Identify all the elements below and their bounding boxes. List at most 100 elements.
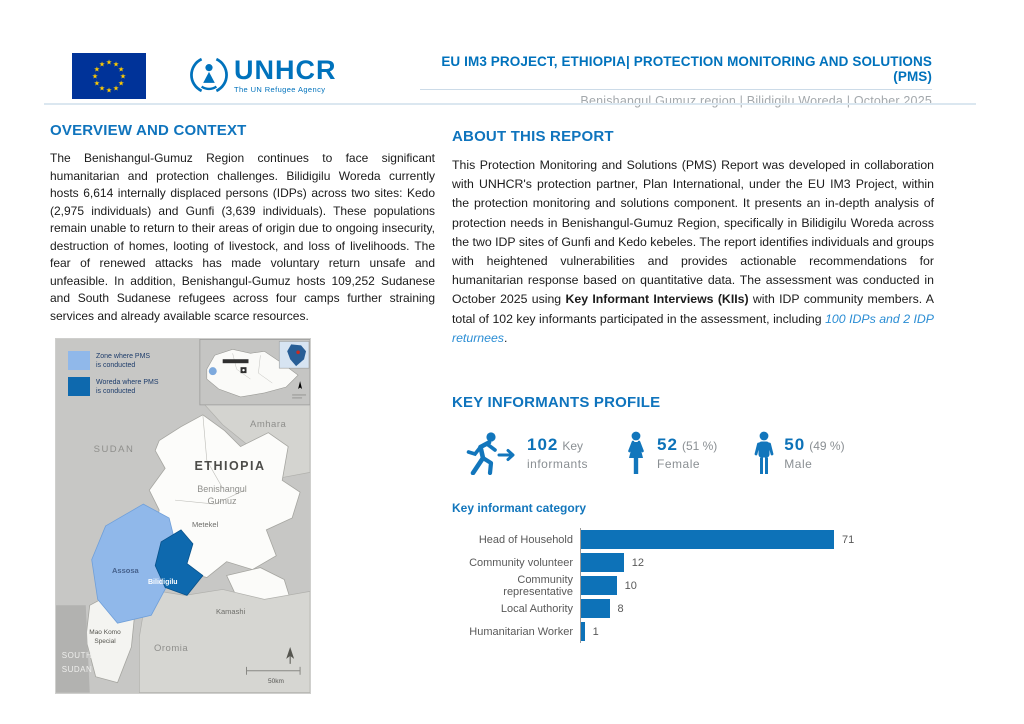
document-title: EU IM3 PROJECT, ETHIOPIA| PROTECTION MON… bbox=[441, 54, 932, 84]
map-label-sudan: SUDAN bbox=[93, 444, 135, 455]
stat-suffix: (51 %) bbox=[681, 439, 718, 454]
informant-stats: 102 Key informants 52 (51 %) Female bbox=[466, 431, 934, 476]
map-label-ethiopia: ETHIOPIA bbox=[194, 459, 266, 473]
map-label-oromia: Oromia bbox=[154, 643, 189, 654]
stat-suffix: Key bbox=[562, 439, 584, 454]
map-label-bilidigilu: Bilidigilu bbox=[148, 579, 178, 586]
stat-label: informants bbox=[527, 457, 589, 472]
bar-value: 12 bbox=[631, 556, 644, 569]
bar-chart: Head of Household 71 Community volunteer 12… bbox=[452, 528, 934, 644]
map-scale-label: 50km bbox=[268, 678, 284, 685]
zone-legend-label: Zone where PMS is conducted bbox=[96, 353, 151, 369]
woreda-color-swatch bbox=[68, 377, 90, 396]
bar-category-label: Community representative bbox=[503, 573, 573, 598]
stat-value: 52 bbox=[657, 435, 678, 455]
about-text-bold: Key Informant Interviews (KIIs) bbox=[565, 292, 749, 307]
bar bbox=[581, 530, 834, 550]
map-label-south-sudan: SOUTH SUDAN bbox=[61, 651, 93, 674]
about-text-italic: 100 IDPs and 2 IDP returnees bbox=[452, 311, 935, 345]
about-text-2: with IDP community members. A total of 1… bbox=[452, 292, 934, 326]
stat-total-informants: 102 Key informants bbox=[466, 431, 588, 476]
map-graphic bbox=[56, 339, 310, 693]
bar-track: 1 bbox=[580, 620, 934, 644]
unhcr-tagline: The UN Refugee Agency bbox=[234, 85, 326, 94]
running-person-icon bbox=[466, 432, 515, 476]
bar-value: 1 bbox=[592, 625, 599, 638]
bar-category-label: Humanitarian Worker bbox=[469, 625, 573, 638]
location-map: Zone where PMS is conducted Woreda where… bbox=[55, 338, 311, 694]
map-label-amhara: Amhara bbox=[250, 419, 287, 430]
stat-text: 52 (51 %) Female bbox=[657, 435, 717, 471]
bar bbox=[581, 553, 624, 573]
bar-track: 8 bbox=[580, 597, 934, 621]
stat-label: Female bbox=[657, 457, 701, 472]
eu-flag-logo: ★ ★★★★★★★★★★★ bbox=[72, 53, 146, 99]
bar-category-label: Local Authority bbox=[500, 602, 573, 615]
chart-title: Key informant category bbox=[452, 501, 587, 516]
eu-flag-stars: ★ ★★★★★★★★★★★ bbox=[92, 59, 126, 95]
eu-star-icon: ★ bbox=[94, 66, 100, 74]
legend-item-woreda: Woreda where PMS is conducted bbox=[68, 377, 159, 396]
map-label-assosa: Assosa bbox=[112, 566, 139, 575]
stat-female: 52 (51 %) Female bbox=[624, 431, 717, 475]
eu-star-icon: ★ bbox=[94, 80, 100, 88]
chart-row: Community volunteer 12 bbox=[452, 551, 934, 575]
zone-color-swatch bbox=[68, 351, 90, 370]
title-divider bbox=[420, 89, 932, 90]
stat-text: 102 Key informants bbox=[527, 435, 588, 471]
eu-star-icon: ★ bbox=[118, 80, 124, 88]
eu-star-icon: ★ bbox=[92, 73, 98, 81]
unhcr-emblem-icon bbox=[190, 57, 228, 93]
map-label-mao-komo: Mao Komo Special bbox=[89, 629, 121, 645]
map-label-benishangul-gumuz: Benishangul Gumuz bbox=[197, 484, 247, 506]
chart-row: Humanitarian Worker 1 bbox=[452, 620, 934, 644]
map-legend: Zone where PMS is conducted Woreda where… bbox=[68, 351, 159, 396]
eu-star-icon: ★ bbox=[106, 59, 112, 67]
eu-star-icon: ★ bbox=[99, 85, 105, 93]
bar-track: 10 bbox=[580, 574, 934, 598]
female-icon bbox=[628, 431, 644, 475]
stat-value: 50 bbox=[784, 435, 806, 455]
inset-map bbox=[199, 339, 310, 406]
bar-value: 8 bbox=[617, 602, 624, 615]
stat-value: 102 bbox=[527, 435, 559, 455]
bar-category-label: Head of Household bbox=[478, 533, 573, 546]
profile-heading: KEY INFORMANTS PROFILE bbox=[452, 394, 661, 412]
bar-value: 71 bbox=[842, 533, 855, 546]
overview-heading: OVERVIEW AND CONTEXT bbox=[50, 122, 247, 139]
chart-row: Community representative 10 bbox=[452, 573, 934, 598]
about-text-1: This Protection Monitoring and Solutions… bbox=[452, 158, 934, 307]
left-column: OVERVIEW AND CONTEXT The Benishangul-Gum… bbox=[50, 122, 435, 694]
bar-category-label: Community volunteer bbox=[469, 556, 573, 569]
map-label-kamashi: Kamashi bbox=[216, 607, 246, 616]
bar-track: 71 bbox=[580, 528, 934, 552]
map-label-metekel: Metekel bbox=[192, 520, 219, 529]
legend-item-zone: Zone where PMS is conducted bbox=[68, 351, 159, 370]
header-title-block: EU IM3 PROJECT, ETHIOPIA| PROTECTION MON… bbox=[420, 54, 932, 108]
header-rule bbox=[44, 103, 976, 105]
about-paragraph: This Protection Monitoring and Solutions… bbox=[452, 156, 934, 348]
bar bbox=[581, 576, 617, 596]
unhcr-wordmark-block: UNHCR The UN Refugee Agency bbox=[234, 56, 337, 94]
stat-label: Male bbox=[784, 457, 813, 472]
about-heading: ABOUT THIS REPORT bbox=[452, 128, 614, 145]
eu-star-icon: ★ bbox=[99, 61, 105, 69]
right-column: ABOUT THIS REPORT This Protection Monito… bbox=[452, 128, 934, 644]
eu-star-icon: ★ bbox=[113, 85, 119, 93]
about-text-3: . bbox=[503, 330, 508, 345]
eu-star-icon: ★ bbox=[113, 61, 119, 69]
unhcr-logo: UNHCR The UN Refugee Agency bbox=[190, 56, 337, 94]
stat-suffix: (49 %) bbox=[809, 439, 845, 454]
stat-text: 50 (49 %) Male bbox=[784, 435, 844, 471]
chart-row: Local Authority 8 bbox=[452, 597, 934, 621]
bar bbox=[581, 599, 610, 619]
woreda-legend-label: Woreda where PMS is conducted bbox=[96, 379, 159, 395]
eu-star-icon: ★ bbox=[106, 87, 112, 95]
bar-chart-rows: Head of Household 71 Community volunteer 12… bbox=[452, 528, 934, 644]
stat-male: 50 (49 %) Male bbox=[753, 431, 845, 475]
document-subtitle: Benishangul Gumuz region | Bilidigilu Wo… bbox=[580, 94, 932, 108]
overview-paragraph: The Benishangul-Gumuz Region continues t… bbox=[50, 151, 435, 323]
eu-star-icon: ★ bbox=[118, 66, 124, 74]
male-icon bbox=[754, 431, 774, 475]
